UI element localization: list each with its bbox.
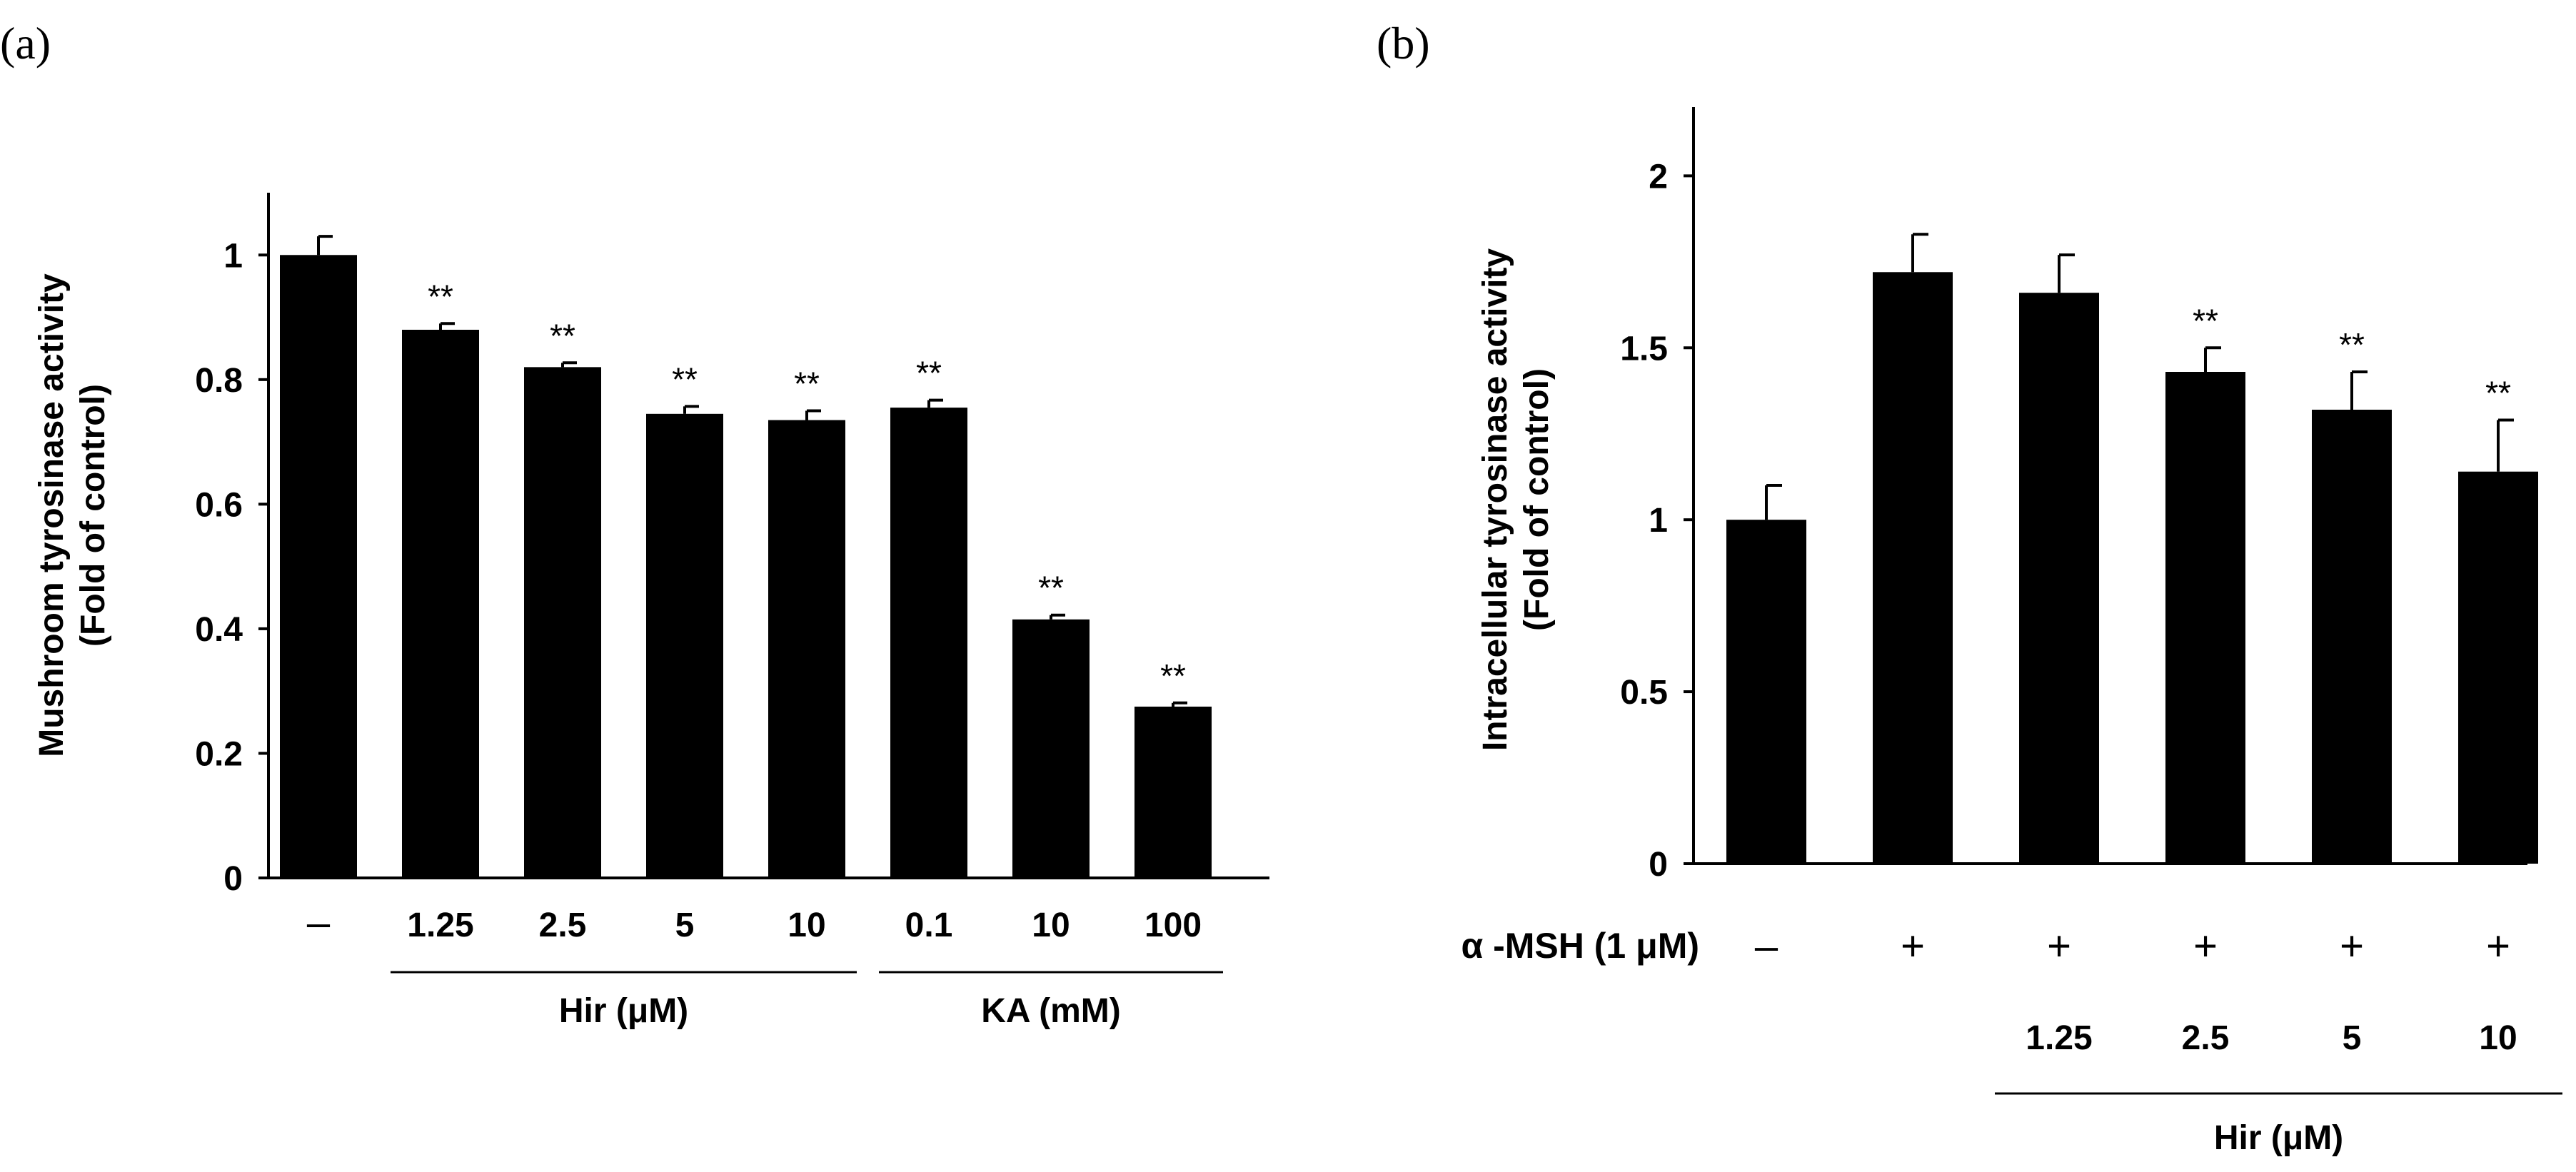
- panel-b-msh-sign-3: +: [2193, 923, 2218, 969]
- a-significance-5: **: [916, 355, 942, 392]
- panel-b-y-axis-label-line2: (Fold of control): [1518, 368, 1556, 631]
- panel-a-label: (a): [0, 18, 51, 69]
- b-significance-3: **: [2193, 302, 2218, 339]
- a-y-tick-label: 0.6: [195, 486, 243, 524]
- a-y-tick-label: 0.4: [195, 611, 243, 649]
- panel-a-category-label-6: 10: [1032, 906, 1070, 944]
- panel-b-msh-sign-0: –: [1755, 923, 1778, 969]
- panel-b-msh-sign-4: +: [2340, 923, 2364, 969]
- a-bar-1: [402, 330, 479, 878]
- b-y-tick-label: 0: [1649, 846, 1668, 884]
- a-bar-3: [646, 413, 723, 878]
- a-y-tick-label: 0: [223, 860, 243, 898]
- b-bar-0: [1726, 520, 1806, 864]
- panel-b-hir-conc-2: 1.25: [2026, 1019, 2092, 1057]
- panel-b-row1-label: α -MSH (1 μM): [1461, 926, 1699, 966]
- panel-a-bars: ** ** ** ** ** ** **: [280, 235, 1212, 879]
- panel-b-tick-labels: – + + + + +1.25 2.5 5 10 Hir (μM): [1755, 923, 2562, 1157]
- panel-b-hir-conc-5: 10: [2479, 1019, 2517, 1057]
- a-bar-6: [1012, 619, 1090, 878]
- panel-b-msh-sign-1: +: [1901, 923, 1925, 969]
- panel-b-label: (b): [1377, 18, 1430, 69]
- b-bar-5: [2458, 471, 2538, 864]
- panel-a-y-axis-label-line1: Mushroom tyrosinase activity: [33, 273, 71, 757]
- panel-b-group-label-0: Hir (μM): [2214, 1119, 2343, 1157]
- panel-b-msh-sign-5: +: [2486, 923, 2510, 969]
- panel-a-category-label-1: 1.25: [407, 906, 473, 944]
- a-bar-7: [1134, 707, 1212, 878]
- panel-b-chart: (b) Intracellular tyrosinase activity (F…: [1377, 18, 2562, 1157]
- a-y-tick-label: 0.2: [195, 735, 243, 773]
- b-y-tick-label: 2: [1649, 158, 1668, 196]
- panel-a-category-label-0: –: [307, 899, 331, 946]
- panel-a-group-label-1: KA (mM): [981, 992, 1121, 1030]
- panel-a-category-label-7: 100: [1144, 906, 1202, 944]
- b-bar-4: [2312, 410, 2392, 864]
- panel-a-category-label-5: 0.1: [905, 906, 953, 944]
- panel-a-category-label-4: 10: [788, 906, 825, 944]
- panel-b-msh-sign-2: +: [2047, 923, 2071, 969]
- a-y-tick-label: 1: [223, 237, 243, 275]
- a-bar-2: [524, 367, 601, 878]
- a-bar-5: [890, 408, 967, 878]
- panel-a-category-label-3: 5: [675, 906, 695, 944]
- panel-b-hir-conc-4: 5: [2343, 1019, 2362, 1057]
- a-significance-3: **: [672, 360, 698, 398]
- panel-a-chart: (a) Mushroom tyrosinase activity (Fold o…: [0, 18, 1269, 1030]
- panel-a-tick-labels: – 1.25 2.5 5 10 0.1 10 100 Hir (μM) KA (mM): [307, 899, 1223, 1030]
- panel-b-y-axis-label-line1: Intracellular tyrosinase activity: [1476, 248, 1514, 752]
- a-bar-0: [280, 255, 357, 879]
- b-significance-5: **: [2485, 374, 2511, 411]
- panel-a-y-axis-label-line2: (Fold of control): [74, 384, 112, 647]
- b-bar-1: [1873, 272, 1953, 864]
- a-bar-4: [768, 420, 845, 878]
- panel-a-category-label-2: 2.5: [539, 906, 587, 944]
- b-y-tick-label: 1.5: [1620, 330, 1668, 368]
- panel-b-bars: ** ** **: [1726, 233, 2538, 864]
- a-significance-2: **: [550, 317, 575, 354]
- b-bar-2: [2019, 293, 2099, 864]
- b-y-tick-label: 0.5: [1620, 674, 1668, 712]
- a-significance-7: **: [1160, 657, 1186, 694]
- panel-b-hir-conc-3: 2.5: [2182, 1019, 2230, 1057]
- b-y-tick-label: 1: [1649, 502, 1668, 540]
- a-significance-6: **: [1038, 570, 1064, 607]
- a-significance-4: **: [794, 365, 820, 402]
- a-y-tick-label: 0.8: [195, 362, 243, 400]
- a-significance-1: **: [428, 278, 453, 315]
- b-significance-4: **: [2339, 326, 2365, 363]
- b-bar-3: [2165, 372, 2245, 864]
- panel-a-group-label-0: Hir (μM): [559, 992, 688, 1030]
